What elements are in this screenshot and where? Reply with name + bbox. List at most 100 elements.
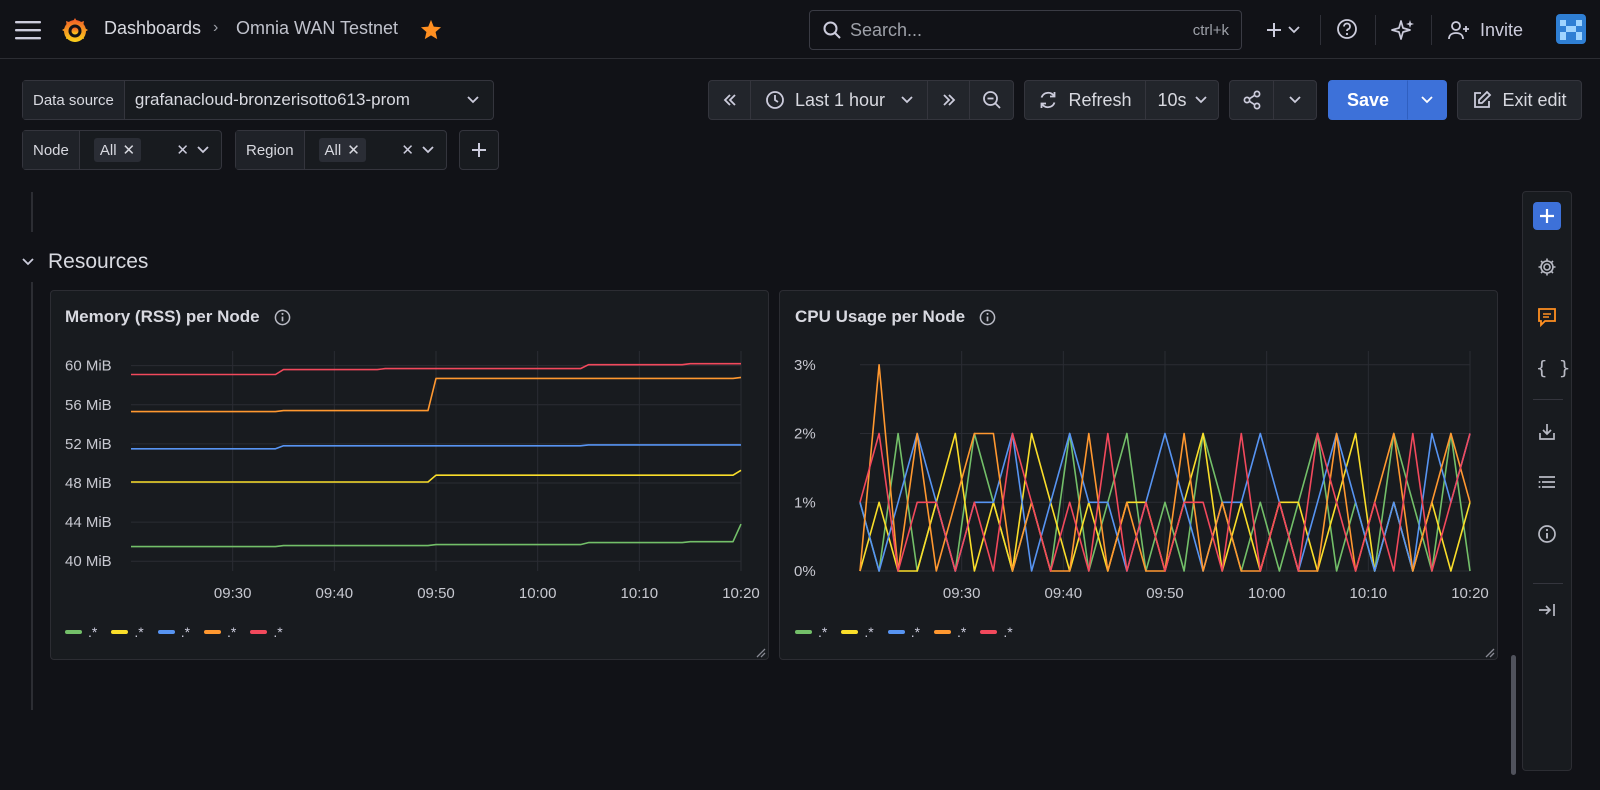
series-line-yellow[interactable] (131, 469, 742, 483)
panel-memory[interactable]: Memory (RSS) per Node 40 MiB 44 MiB 48 MiB… (50, 290, 769, 660)
outline-list-icon[interactable] (1537, 472, 1557, 492)
time-shift-back-button[interactable] (708, 80, 751, 120)
search-input[interactable]: Search... ctrl+k (809, 10, 1242, 50)
series-line-green[interactable] (131, 523, 742, 548)
row-guide-line (31, 282, 33, 710)
save-menu-button[interactable] (1407, 80, 1447, 120)
legend-swatch (250, 630, 268, 634)
new-menu-button[interactable] (1262, 15, 1304, 45)
legend-label: .* (818, 624, 828, 640)
datasource-picker[interactable]: Data source grafanacloud-bronzerisotto61… (22, 80, 494, 120)
row-collapse-toggle[interactable]: Resources (22, 250, 148, 274)
save-button[interactable]: Save (1328, 80, 1408, 120)
chevron-down-icon (467, 96, 479, 104)
series-line-blue[interactable] (131, 444, 741, 450)
legend-item[interactable]: .* (250, 624, 283, 640)
invite-button[interactable]: Invite (1448, 16, 1523, 44)
save-label: Save (1346, 89, 1390, 110)
series-line-red[interactable] (131, 362, 741, 376)
avatar[interactable] (1556, 14, 1586, 44)
refresh-interval-picker[interactable]: 10s (1145, 80, 1219, 120)
memory-chart[interactable]: 40 MiB 44 MiB 48 MiB 52 MiB 56 MiB 60 MiB 09:3… (51, 341, 768, 611)
refresh-label: Refresh (1068, 89, 1132, 110)
legend-item[interactable]: .* (111, 624, 144, 640)
share-menu-button[interactable] (1273, 80, 1317, 120)
legend-label: .* (180, 624, 191, 640)
clear-icon[interactable]: ✕ (176, 142, 189, 159)
comment-icon[interactable] (1537, 307, 1557, 327)
share-icon (1243, 90, 1260, 110)
legend-item[interactable]: .* (795, 624, 827, 640)
cpu-legend: .* .* .* .* .* (795, 624, 1013, 640)
collapse-sidebar-icon[interactable] (1537, 600, 1557, 620)
scrollbar[interactable] (1511, 655, 1516, 775)
grafana-logo-icon[interactable] (60, 15, 90, 45)
zoom-out-icon (982, 91, 1001, 109)
import-icon[interactable] (1537, 422, 1557, 442)
exit-edit-button[interactable]: Exit edit (1457, 80, 1582, 120)
variable-region-label: Region (236, 131, 305, 169)
y-tick-label: 0% (794, 563, 816, 580)
legend-swatch (841, 630, 859, 634)
add-variable-button[interactable] (459, 130, 499, 170)
top-bar: Dashboards › Omnia WAN Testnet Search...… (0, 0, 1600, 59)
share-button[interactable] (1229, 80, 1274, 120)
series-line-orange[interactable] (131, 376, 742, 413)
sparkle-assistant-icon[interactable] (1390, 17, 1416, 43)
json-braces-icon[interactable]: { } (1536, 357, 1571, 379)
variable-node[interactable]: Node All ✕ ✕ (22, 130, 222, 170)
remove-chip-icon[interactable]: ✕ (347, 142, 360, 159)
info-icon[interactable] (1537, 524, 1557, 544)
x-tick-label: 09:30 (943, 585, 981, 602)
legend-item[interactable]: .* (841, 624, 874, 640)
cpu-chart[interactable]: 0% 1% 2% 3% 09:30 09:40 09:50 10:00 10:10 10:20 (780, 341, 1497, 611)
remove-chip-icon[interactable]: ✕ (122, 142, 136, 159)
y-tick-label: 40 MiB (65, 553, 112, 570)
legend-item[interactable]: .* (887, 624, 920, 640)
clear-icon[interactable]: ✕ (401, 142, 414, 159)
star-icon[interactable] (420, 19, 442, 40)
info-icon[interactable] (274, 309, 291, 326)
search-placeholder: Search... (850, 19, 923, 40)
refresh-icon (1041, 91, 1056, 109)
time-shift-forward-button[interactable] (927, 80, 970, 120)
variable-region[interactable]: Region All ✕ ✕ (235, 130, 447, 170)
divider (1320, 15, 1321, 45)
divider (1375, 15, 1376, 45)
variable-node-chip[interactable]: All ✕ (93, 138, 142, 162)
resize-handle-icon[interactable] (754, 646, 766, 658)
info-icon[interactable] (979, 309, 996, 326)
legend-item[interactable]: .* (157, 624, 191, 640)
chevron-down-icon (422, 146, 434, 154)
row-title: Resources (48, 250, 149, 273)
menu-icon[interactable] (14, 17, 42, 43)
help-icon[interactable] (1335, 17, 1359, 41)
double-chevron-right-icon (942, 94, 955, 106)
y-tick-label: 44 MiB (65, 514, 112, 531)
series-line-red[interactable] (859, 432, 1471, 572)
y-tick-label: 56 MiB (65, 397, 112, 414)
legend-label: .* (227, 624, 237, 640)
settings-gear-icon[interactable] (1537, 257, 1557, 277)
legend-item[interactable]: .* (980, 624, 1013, 640)
x-tick-label: 10:10 (621, 585, 659, 602)
legend-swatch (980, 630, 998, 634)
variable-region-chip[interactable]: All ✕ (318, 138, 366, 162)
double-chevron-left-icon (723, 94, 736, 106)
plus-icon (1267, 23, 1281, 37)
panel-memory-title: Memory (RSS) per Node (65, 307, 260, 326)
time-range-picker[interactable]: Last 1 hour (750, 80, 928, 120)
refresh-button[interactable]: Refresh (1024, 80, 1146, 120)
legend-label: .* (864, 624, 874, 640)
x-tick-label: 09:40 (1045, 585, 1083, 602)
resize-handle-icon[interactable] (1483, 646, 1495, 658)
add-panel-icon[interactable] (1533, 202, 1561, 230)
legend-item[interactable]: .* (204, 624, 236, 640)
breadcrumb-dashboards[interactable]: Dashboards (104, 18, 202, 38)
invite-label: Invite (1480, 19, 1524, 40)
chevron-down-icon (1421, 96, 1433, 104)
zoom-out-button[interactable] (969, 80, 1014, 120)
legend-item[interactable]: .* (934, 624, 966, 640)
panel-cpu[interactable]: CPU Usage per Node 0% 1% 2% 3% 09:30 09:40 09:… (779, 290, 1498, 660)
legend-item[interactable]: .* (65, 624, 97, 640)
